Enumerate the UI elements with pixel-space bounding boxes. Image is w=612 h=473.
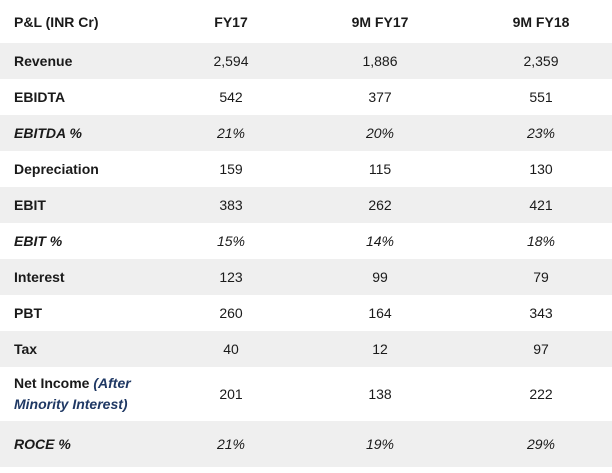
cell-9m-fy18: 23% <box>526 125 556 141</box>
cell-9m-fy17: 99 <box>372 269 388 285</box>
table-row: Net Income (After Minority Interest) 201… <box>0 367 612 421</box>
cell-9m-fy18: 18% <box>526 233 556 249</box>
cell-fy17: 383 <box>219 197 243 213</box>
cell-9m-fy17: 115 <box>368 161 392 177</box>
table-row: ROCE % 21% 19% 29% <box>0 421 612 467</box>
cell-fy17: 201 <box>219 386 243 402</box>
cell-9m-fy18: 2,359 <box>523 53 559 69</box>
cell-fy17: 15% <box>216 233 246 249</box>
cell-fy17: 21% <box>216 125 246 141</box>
cell-9m-fy18: 97 <box>533 341 549 357</box>
cell-fy17: 260 <box>219 305 243 321</box>
cell-fy17: 123 <box>219 269 243 285</box>
row-label: PBT <box>14 305 42 321</box>
row-label-sub-a: (After <box>93 375 131 391</box>
table-header-row: P&L (INR Cr) FY17 9M FY17 9M FY18 <box>0 0 612 43</box>
row-label: Net Income (After Minority Interest) <box>0 373 172 415</box>
row-label: Depreciation <box>14 161 99 177</box>
cell-9m-fy18: 551 <box>529 89 553 105</box>
row-label-sub-b: Minority Interest) <box>14 396 128 412</box>
header-fy17: FY17 <box>214 13 248 30</box>
header-9m-fy18: 9M FY18 <box>512 13 570 30</box>
row-label: EBIT <box>14 197 46 213</box>
table-row: EBIDTA 542 377 551 <box>0 79 612 115</box>
header-9m-fy17: 9M FY17 <box>351 13 409 30</box>
cell-9m-fy17: 262 <box>368 197 392 213</box>
row-label: EBIT % <box>14 233 63 249</box>
row-label-main: Net Income <box>14 375 90 391</box>
row-label: EBITDA % <box>14 125 82 141</box>
cell-fy17: 2,594 <box>213 53 249 69</box>
row-label: Revenue <box>14 53 73 69</box>
table-row: Revenue 2,594 1,886 2,359 <box>0 43 612 79</box>
header-label: P&L (INR Cr) <box>14 13 99 30</box>
row-label: Interest <box>14 269 65 285</box>
cell-9m-fy18: 222 <box>529 386 553 402</box>
row-label: ROCE % <box>14 436 71 452</box>
table-row: Depreciation 159 115 130 <box>0 151 612 187</box>
table-row: EBIT % 15% 14% 18% <box>0 223 612 259</box>
table-row: Interest 123 99 79 <box>0 259 612 295</box>
table-row: EBIT 383 262 421 <box>0 187 612 223</box>
cell-9m-fy18: 421 <box>529 197 553 213</box>
table-row: PBT 260 164 343 <box>0 295 612 331</box>
cell-9m-fy17: 14% <box>365 233 395 249</box>
cell-9m-fy17: 164 <box>368 305 392 321</box>
row-label: EBIDTA <box>14 89 66 105</box>
cell-9m-fy17: 138 <box>368 386 392 402</box>
table-row: Tax 40 12 97 <box>0 331 612 367</box>
row-label: Tax <box>14 341 38 357</box>
cell-9m-fy17: 19% <box>365 436 395 452</box>
table-row: EBITDA % 21% 20% 23% <box>0 115 612 151</box>
cell-9m-fy18: 29% <box>526 436 556 452</box>
cell-9m-fy17: 377 <box>368 89 392 105</box>
cell-fy17: 542 <box>219 89 243 105</box>
cell-9m-fy17: 20% <box>365 125 395 141</box>
cell-fy17: 40 <box>223 341 239 357</box>
cell-9m-fy17: 1,886 <box>362 53 398 69</box>
cell-9m-fy18: 343 <box>529 305 553 321</box>
cell-fy17: 159 <box>219 161 243 177</box>
cell-9m-fy18: 79 <box>533 269 549 285</box>
cell-9m-fy18: 130 <box>529 161 553 177</box>
cell-fy17: 21% <box>216 436 246 452</box>
cell-9m-fy17: 12 <box>372 341 388 357</box>
